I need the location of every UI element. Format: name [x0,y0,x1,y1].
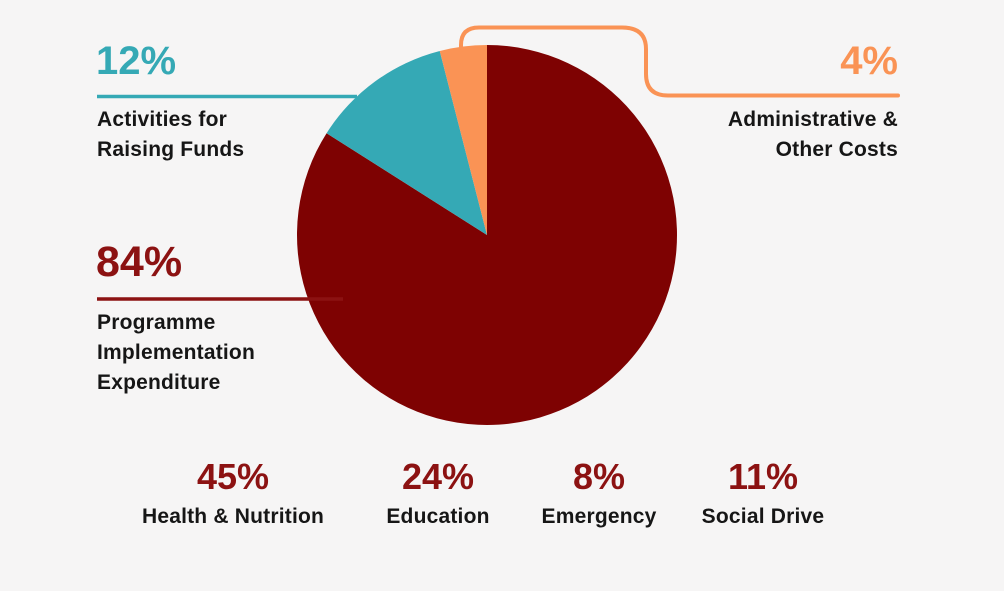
raising-funds-pct: 12% [96,39,177,83]
breakdown-pct: 45% [196,456,270,497]
label-line: Administrative & [727,108,898,131]
breakdown-pct: 11% [727,456,799,497]
label-line: Raising Funds [97,138,245,161]
pie-slices-group [297,45,678,425]
breakdown-pct: 8% [572,456,626,497]
breakdown-item-emergency: 8% Emergency [489,459,709,531]
label-line: Implementation [97,341,255,364]
admin-costs-pct: 4% [840,39,898,83]
breakdown-label: Health & Nutrition [141,505,325,528]
label-line: Programme [97,311,216,334]
breakdown-item-social-drive: 11% Social Drive [653,459,873,531]
breakdown-item-health-nutrition: 45% Health & Nutrition [123,459,343,531]
admin-costs-label: Administrative & Other Costs [598,105,898,165]
pie-slice-activities-for-raising-funds [326,50,487,235]
breakdown-item-education: 24% Education [328,459,548,531]
label-line: Activities for [97,108,227,131]
label-line: Expenditure [97,371,221,394]
pie-slice-programme-implementation-expenditure [297,45,678,425]
pie-slice-administrative-other-costs [439,45,487,235]
programme-label: Programme Implementation Expenditure [97,308,255,398]
raising-funds-label: Activities for Raising Funds [97,105,244,165]
breakdown-label: Emergency [541,505,657,528]
label-line: Other Costs [775,138,898,161]
callout-line-admin [459,25,900,98]
breakdown-pct: 24% [401,456,475,497]
breakdown-label: Education [386,505,490,528]
programme-pct: 84% [96,238,183,286]
breakdown-label: Social Drive [701,505,825,528]
